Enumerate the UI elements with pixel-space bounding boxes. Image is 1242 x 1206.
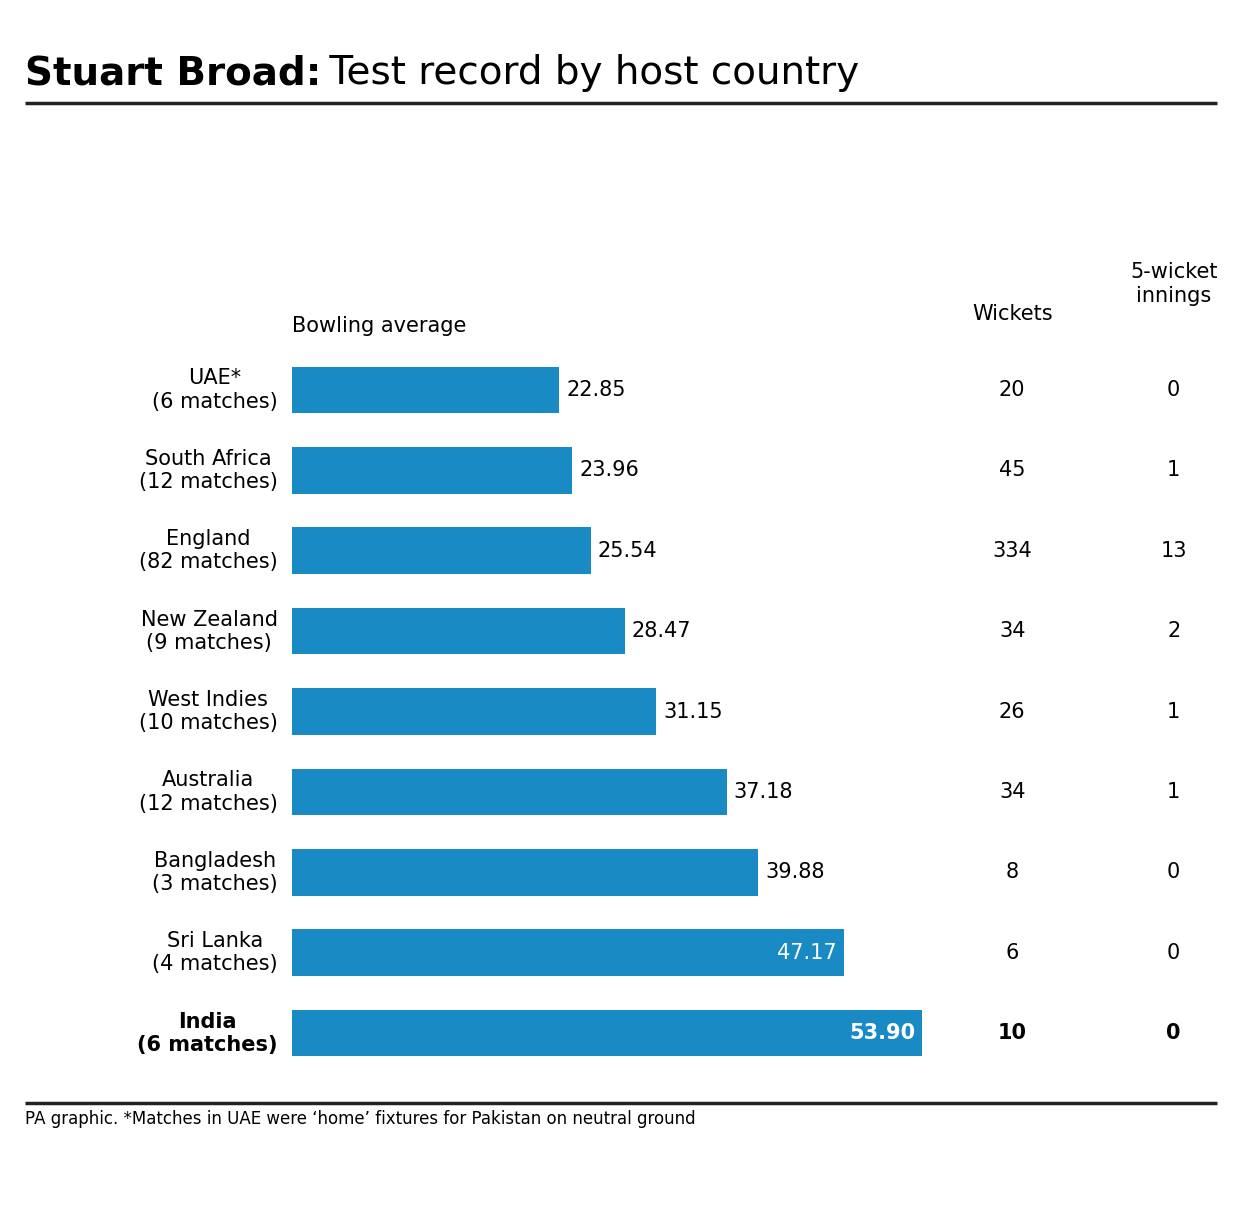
Bar (292, 849, 759, 896)
Bar (292, 447, 573, 493)
Text: Bowling average: Bowling average (292, 316, 466, 335)
Bar (292, 1009, 923, 1056)
Text: Test record by host country: Test record by host country (317, 54, 858, 93)
Text: 45: 45 (999, 461, 1026, 480)
Text: 37.18: 37.18 (734, 781, 794, 802)
Bar (292, 527, 591, 574)
Text: 0: 0 (1167, 380, 1180, 400)
Text: Stuart Broad:: Stuart Broad: (25, 54, 322, 93)
Text: 0: 0 (1167, 943, 1180, 962)
Text: India
(6 matches): India (6 matches) (138, 1012, 278, 1055)
Text: South Africa
(12 matches): South Africa (12 matches) (139, 449, 278, 492)
Text: West Indies
(10 matches): West Indies (10 matches) (139, 690, 278, 733)
Text: 31.15: 31.15 (663, 702, 723, 721)
Text: 10: 10 (997, 1023, 1027, 1043)
Text: 28.47: 28.47 (632, 621, 692, 642)
Bar (292, 608, 625, 655)
Text: 0: 0 (1166, 1023, 1181, 1043)
Bar (292, 689, 656, 734)
Text: 34: 34 (999, 781, 1026, 802)
Text: 6: 6 (1006, 943, 1018, 962)
Text: 20: 20 (999, 380, 1026, 400)
Bar (292, 367, 559, 414)
Text: 23.96: 23.96 (579, 461, 638, 480)
Text: 1: 1 (1167, 461, 1180, 480)
Text: 5-wicket
innings: 5-wicket innings (1130, 263, 1217, 305)
Text: 53.90: 53.90 (850, 1023, 915, 1043)
Text: 25.54: 25.54 (597, 540, 657, 561)
Text: 34: 34 (999, 621, 1026, 642)
Text: 1: 1 (1167, 702, 1180, 721)
Text: 334: 334 (992, 540, 1032, 561)
Text: Bangladesh
(3 matches): Bangladesh (3 matches) (153, 850, 278, 894)
Bar (292, 930, 843, 976)
Text: Sri Lanka
(4 matches): Sri Lanka (4 matches) (153, 931, 278, 974)
Text: Wickets: Wickets (972, 304, 1052, 323)
Text: England
(82 matches): England (82 matches) (139, 529, 278, 573)
Text: 1: 1 (1167, 781, 1180, 802)
Text: 8: 8 (1006, 862, 1018, 883)
Text: New Zealand
(9 matches): New Zealand (9 matches) (140, 609, 278, 652)
Bar (292, 768, 727, 815)
Text: 47.17: 47.17 (777, 943, 837, 962)
Text: 0: 0 (1167, 862, 1180, 883)
Text: 13: 13 (1160, 540, 1187, 561)
Text: 39.88: 39.88 (765, 862, 825, 883)
Text: PA graphic. *Matches in UAE were ‘home’ fixtures for Pakistan on neutral ground: PA graphic. *Matches in UAE were ‘home’ … (25, 1110, 696, 1128)
Text: 2: 2 (1167, 621, 1180, 642)
Text: Australia
(12 matches): Australia (12 matches) (139, 771, 278, 814)
Text: 22.85: 22.85 (566, 380, 626, 400)
Text: 26: 26 (999, 702, 1026, 721)
Text: UAE*
(6 matches): UAE* (6 matches) (152, 368, 278, 411)
